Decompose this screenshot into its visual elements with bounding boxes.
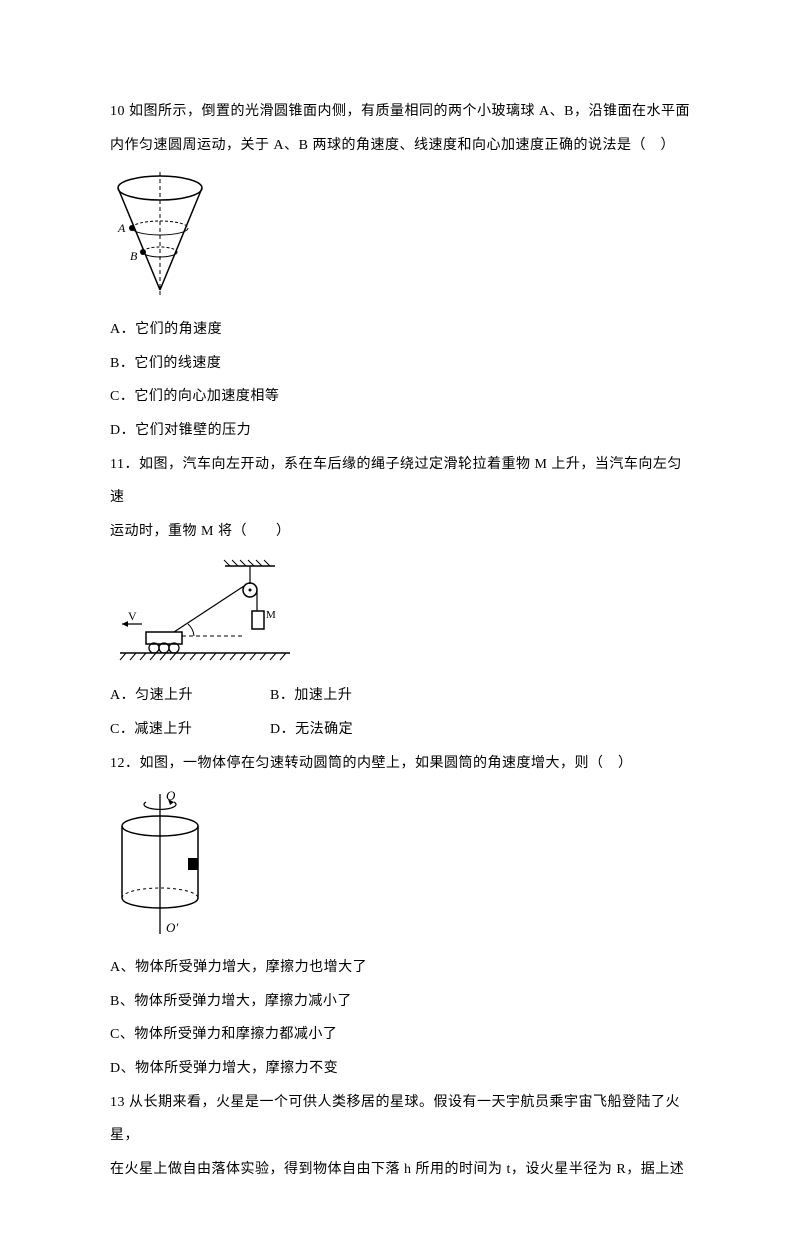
q10-opt-b: B．它们的线速度 [110, 347, 690, 381]
q10-opt-d: D．它们对锥壁的压力 [110, 414, 690, 448]
svg-text:O: O [166, 788, 176, 803]
q10-opt-c: C．它们的向心加速度相等 [110, 380, 690, 414]
svg-text:A: A [117, 221, 126, 235]
q13-stem-line2: 在火星上做自由落体实验，得到物体自由下落 h 所用的时间为 t，设火星半径为 R… [110, 1153, 690, 1187]
q10-stem-line2: 内作匀速圆周运动，关于 A、B 两球的角速度、线速度和向心加速度正确的说法是（ … [110, 129, 690, 163]
q11-opt-c: C．减速上升 [110, 713, 270, 747]
q11-stem-line2: 运动时，重物 M 将（ ） [110, 515, 690, 549]
q11-opts-row1: A．匀速上升 B．加速上升 [110, 679, 690, 713]
q12-opt-a: A、物体所受弹力增大，摩擦力也增大了 [110, 951, 690, 985]
q13-stem-line1: 13 从长期来看，火星是一个可供人类移居的星球。假设有一天宇航员乘宇宙飞船登陆了… [110, 1086, 690, 1153]
q11-figure: M V [110, 556, 690, 671]
q12-opt-b: B、物体所受弹力增大，摩擦力减小了 [110, 985, 690, 1019]
q11-opts-row2: C．减速上升 D．无法确定 [110, 713, 690, 747]
q12-opt-d: D、物体所受弹力增大，摩擦力不变 [110, 1052, 690, 1086]
q11-opt-a: A．匀速上升 [110, 679, 270, 713]
q11-opt-d: D．无法确定 [270, 713, 353, 747]
q10-opt-a: A．它们的角速度 [110, 313, 690, 347]
svg-text:M: M [266, 609, 276, 621]
svg-text:V: V [128, 609, 137, 623]
q10-stem-line1: 10 如图所示，倒置的光滑圆锥面内侧，有质量相同的两个小玻璃球 A、B，沿锥面在… [110, 95, 690, 129]
q10-figure: A B [110, 170, 690, 305]
q12-opt-c: C、物体所受弹力和摩擦力都减小了 [110, 1018, 690, 1052]
q12-figure: O O′ [110, 788, 690, 943]
q11-stem-line1: 11．如图，汽车向左开动，系在车后缘的绳子绕过定滑轮拉着重物 M 上升，当汽车向… [110, 448, 690, 515]
svg-text:B: B [130, 249, 138, 263]
q12-stem: 12．如图，一物体停在匀速转动圆筒的内壁上，如果圆筒的角速度增大，则（ ） [110, 747, 690, 781]
q11-opt-b: B．加速上升 [270, 679, 352, 713]
svg-text:O′: O′ [166, 920, 178, 935]
